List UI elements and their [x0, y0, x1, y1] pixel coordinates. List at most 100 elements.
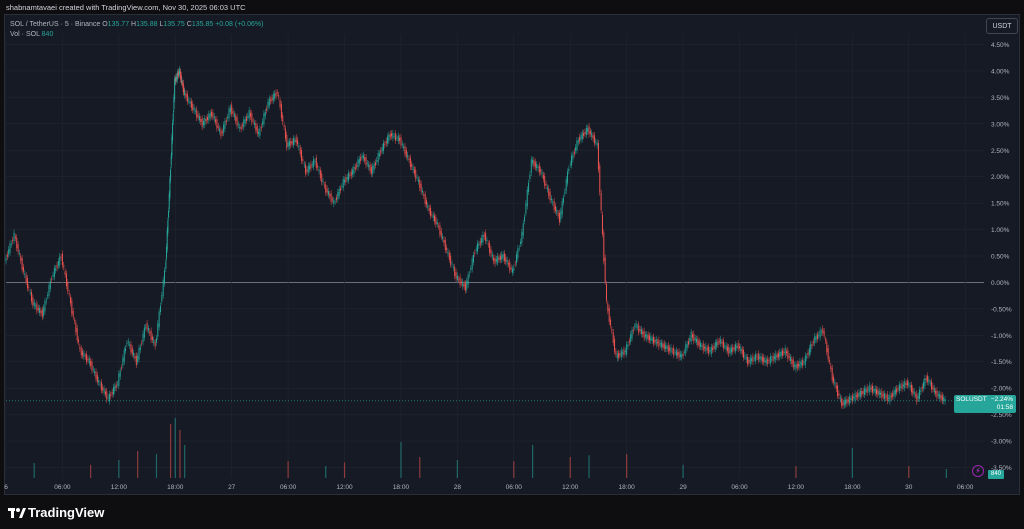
- candle-body: [751, 358, 753, 362]
- candle-body: [219, 128, 221, 132]
- volume-bar: [419, 457, 421, 478]
- lightning-icon[interactable]: ⚡: [972, 465, 984, 477]
- candle-body: [477, 243, 479, 252]
- candle-body: [202, 121, 204, 126]
- candle-body: [916, 393, 918, 402]
- candle-body: [460, 281, 462, 284]
- candle-body: [532, 159, 534, 164]
- candle-body: [701, 345, 703, 348]
- candle-body: [26, 278, 28, 289]
- candle-body: [245, 116, 247, 121]
- candle-body: [675, 350, 677, 356]
- candle-body: [831, 367, 833, 381]
- candle-body: [227, 116, 229, 118]
- candle-body: [745, 357, 747, 360]
- volume-bar: [513, 461, 515, 478]
- candle-body: [295, 137, 297, 143]
- candle-body: [847, 399, 849, 402]
- candle-body: [765, 360, 767, 363]
- candle-body: [904, 381, 906, 389]
- candle-body: [740, 347, 742, 352]
- candle-body: [127, 341, 129, 343]
- candle-body: [174, 78, 176, 100]
- x-tick-label: 06:00: [54, 484, 71, 491]
- candle-body: [172, 122, 174, 141]
- candle-body: [526, 189, 528, 207]
- candle-body: [149, 331, 151, 333]
- candle-body: [575, 147, 577, 152]
- candle-body: [689, 338, 691, 342]
- candle-body: [653, 336, 655, 344]
- candle-body: [912, 388, 914, 394]
- candle-body: [45, 300, 47, 302]
- candle-body: [350, 171, 352, 176]
- candle-body: [22, 266, 24, 272]
- candle-body: [117, 383, 119, 385]
- y-tick-label: 0.50%: [991, 254, 1010, 261]
- candle-body: [894, 389, 896, 395]
- candle-body: [55, 268, 57, 271]
- candle-body: [166, 246, 168, 259]
- candle-body: [913, 391, 915, 395]
- candle-body: [812, 341, 814, 343]
- candle-body: [395, 133, 397, 141]
- candle-body: [657, 341, 659, 344]
- candle-body: [712, 347, 714, 351]
- price-badge-symbol: SOLUSDT: [956, 396, 987, 403]
- candle-body: [252, 120, 254, 122]
- candle-body: [474, 252, 476, 254]
- candle-body: [471, 258, 473, 270]
- candle-body: [644, 334, 646, 337]
- candle-body: [571, 155, 573, 166]
- candle-body: [704, 346, 706, 349]
- candle-body: [337, 191, 339, 200]
- candle-body: [240, 126, 242, 130]
- volume-bar: [456, 460, 458, 478]
- volume-bar: [851, 448, 853, 478]
- candle-body: [479, 240, 481, 245]
- candle-body: [816, 334, 818, 340]
- candle-body: [131, 348, 133, 354]
- attribution-text: shabnamtavaei created with TradingView.c…: [6, 3, 246, 12]
- candle-body: [716, 341, 718, 347]
- candle-body: [192, 103, 194, 110]
- candle-body: [129, 344, 131, 346]
- legend-close-label: C: [186, 21, 192, 28]
- candle-body: [271, 97, 273, 101]
- candle-body: [560, 210, 562, 220]
- volume-bar: [33, 463, 35, 478]
- candle-body: [569, 163, 571, 165]
- volume-bar: [179, 430, 181, 478]
- candle-body: [529, 174, 531, 180]
- candle-body: [838, 393, 840, 396]
- candle-body: [145, 327, 147, 328]
- candle-body: [190, 101, 192, 108]
- volume-bar: [325, 466, 327, 478]
- candle-body: [855, 395, 857, 397]
- candle-body: [497, 256, 499, 263]
- currency-button[interactable]: USDT: [986, 18, 1018, 34]
- candle-body: [588, 126, 590, 135]
- candle-body: [939, 393, 941, 399]
- candle-body: [307, 165, 309, 173]
- candle-body: [647, 334, 649, 340]
- candle-body: [536, 164, 538, 169]
- volume-bar: [908, 466, 910, 478]
- candle-body: [648, 335, 650, 341]
- candle-body: [936, 390, 938, 398]
- candle-body: [646, 334, 648, 339]
- candle-body: [775, 353, 777, 361]
- candle-body: [696, 338, 698, 343]
- candle-body: [407, 154, 409, 158]
- candle-body: [342, 178, 344, 189]
- candle-body: [396, 137, 398, 139]
- tradingview-logo-icon: [8, 508, 26, 518]
- candle-body: [618, 352, 620, 358]
- candle-body: [815, 336, 817, 341]
- candle-body: [321, 173, 323, 183]
- candle-body: [787, 350, 789, 359]
- candle-body: [80, 348, 82, 356]
- candle-body: [198, 116, 200, 121]
- candle-body: [284, 128, 286, 139]
